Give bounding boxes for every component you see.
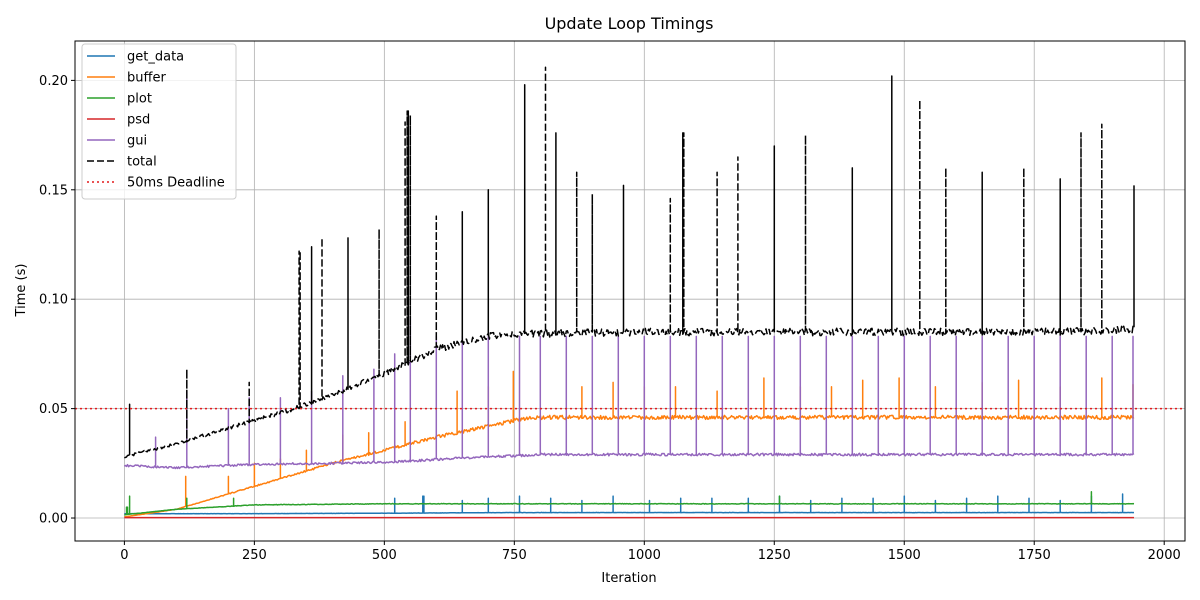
x-tick-label: 1750	[1018, 548, 1051, 563]
plot-frame	[74, 40, 1186, 542]
y-tick-label: 0.15	[39, 183, 68, 198]
ticks-layer: 0 250 500 750 1000 1250 1500 1750 2000 0.00 0.05 0.…	[39, 74, 1181, 563]
legend-label: buffer	[127, 71, 166, 86]
x-tick-label: 1500	[888, 548, 921, 563]
x-tick-label: 250	[242, 548, 267, 563]
legend-label: get_data	[127, 50, 184, 65]
series-line-buffer	[124, 370, 1135, 518]
series-line-total	[124, 66, 1135, 459]
y-axis-title: Time (s)	[14, 264, 29, 318]
series-line-gui	[124, 315, 1135, 470]
x-tick-label: 750	[502, 548, 527, 563]
legend-label: plot	[127, 92, 152, 107]
x-axis-title: Iteration	[601, 571, 656, 586]
x-tick-label: 0	[120, 548, 128, 563]
y-tick-label: 0.05	[39, 402, 68, 417]
chart-title: Update Loop Timings	[545, 14, 714, 33]
legend-label: total	[127, 155, 157, 170]
series-line-get_data	[124, 493, 1135, 515]
series-line-plot	[124, 491, 1135, 516]
y-tick-label: 0.00	[39, 512, 68, 527]
y-tick-label: 0.20	[39, 74, 68, 89]
y-tick-label: 0.10	[39, 293, 68, 308]
legend-box	[81, 43, 237, 200]
x-tick-label: 500	[372, 548, 397, 563]
x-tick-label: 1000	[628, 548, 661, 563]
legend-label: gui	[127, 134, 147, 149]
series-layer	[75, 66, 1185, 519]
legend-label: 50ms Deadline	[127, 176, 225, 191]
x-tick-label: 1250	[758, 548, 791, 563]
legend-label: psd	[127, 113, 150, 128]
x-tick-label: 2000	[1148, 548, 1181, 563]
